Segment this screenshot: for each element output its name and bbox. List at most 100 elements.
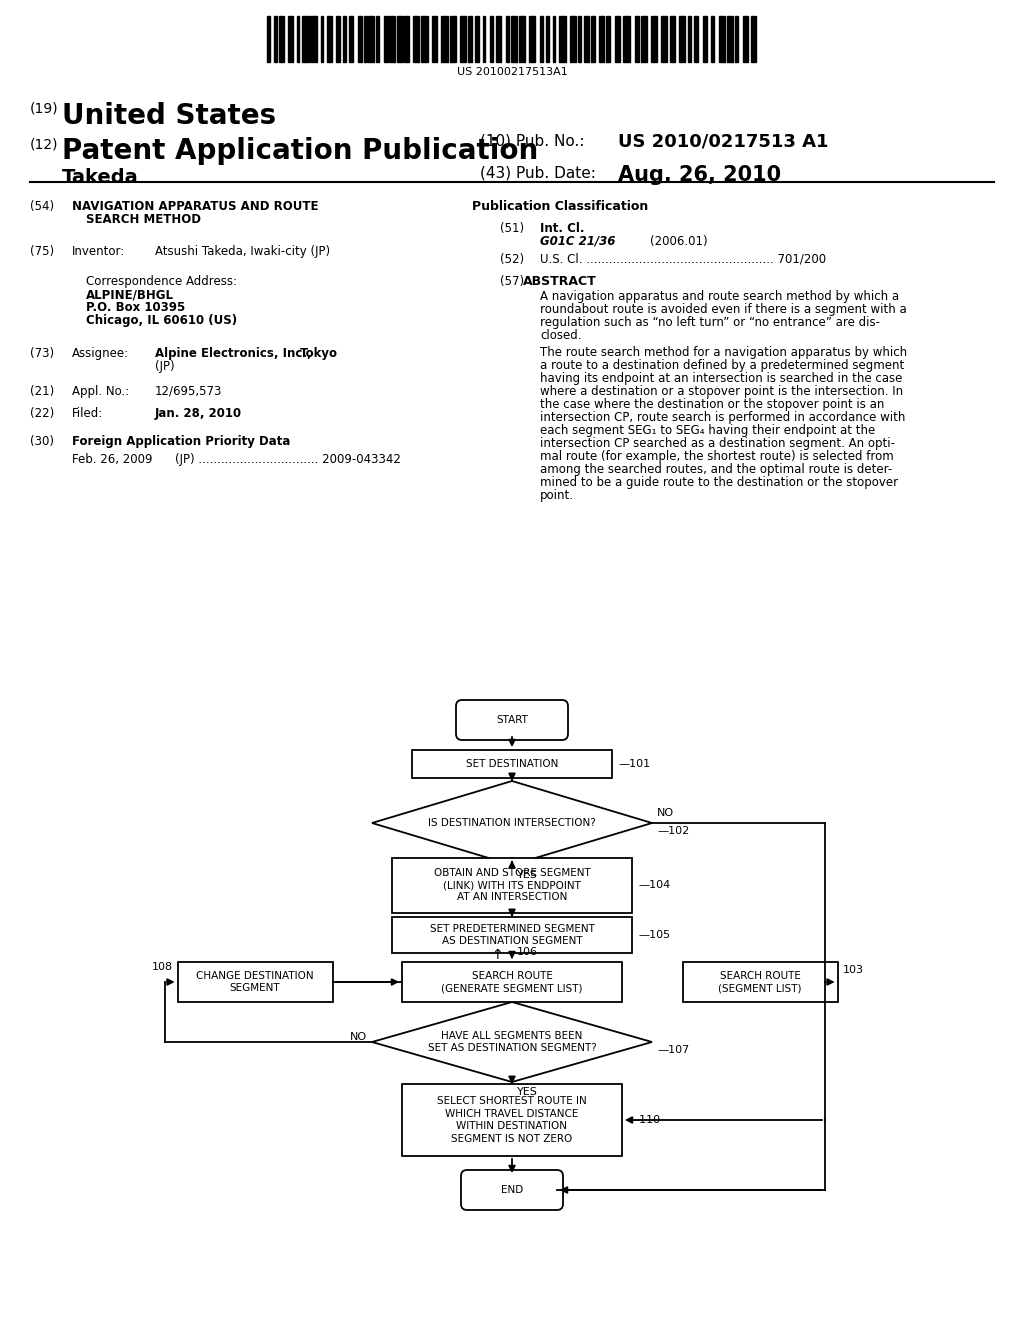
Bar: [651, 16, 657, 62]
Text: United States: United States: [62, 102, 276, 129]
Bar: [310, 16, 316, 62]
Bar: [688, 16, 690, 62]
Text: SET DESTINATION: SET DESTINATION: [466, 759, 558, 770]
Text: (73): (73): [30, 347, 54, 360]
Text: (10) Pub. No.:: (10) Pub. No.:: [480, 133, 585, 148]
Bar: [336, 16, 340, 62]
Bar: [289, 16, 294, 62]
Text: CHANGE DESTINATION
SEGMENT: CHANGE DESTINATION SEGMENT: [197, 970, 313, 993]
Bar: [364, 16, 367, 62]
Bar: [670, 16, 675, 62]
Text: Filed:: Filed:: [72, 407, 103, 420]
Bar: [377, 16, 379, 62]
Bar: [553, 16, 555, 62]
Text: Feb. 26, 2009: Feb. 26, 2009: [72, 453, 153, 466]
Text: (JP) ................................ 2009-043342: (JP) ................................ 20…: [175, 453, 400, 466]
FancyBboxPatch shape: [683, 962, 838, 1002]
Text: YES: YES: [517, 870, 538, 880]
Text: (19): (19): [30, 102, 58, 116]
Text: having its endpoint at an intersection is searched in the case: having its endpoint at an intersection i…: [540, 372, 902, 385]
Text: (75): (75): [30, 246, 54, 257]
Bar: [540, 16, 543, 62]
Text: intersection CP, route search is performed in accordance with: intersection CP, route search is perform…: [540, 411, 905, 424]
Text: (57): (57): [500, 275, 524, 288]
Bar: [694, 16, 698, 62]
Text: 106: 106: [517, 946, 538, 957]
Bar: [496, 16, 501, 62]
Bar: [328, 16, 332, 62]
Bar: [719, 16, 725, 62]
Text: OBTAIN AND STORE SEGMENT
(LINK) WITH ITS ENDPOINT
AT AN INTERSECTION: OBTAIN AND STORE SEGMENT (LINK) WITH ITS…: [433, 867, 591, 903]
Text: IS DESTINATION INTERSECTION?: IS DESTINATION INTERSECTION?: [428, 818, 596, 828]
Bar: [511, 16, 517, 62]
Text: SET PREDETERMINED SEGMENT
AS DESTINATION SEGMENT: SET PREDETERMINED SEGMENT AS DESTINATION…: [429, 924, 595, 946]
Text: (12): (12): [30, 137, 58, 150]
FancyBboxPatch shape: [392, 917, 632, 953]
Text: NAVIGATION APPARATUS AND ROUTE: NAVIGATION APPARATUS AND ROUTE: [72, 201, 318, 213]
Bar: [635, 16, 639, 62]
Text: (43) Pub. Date:: (43) Pub. Date:: [480, 165, 596, 180]
Text: Chicago, IL 60610 (US): Chicago, IL 60610 (US): [86, 314, 238, 327]
Text: roundabout route is avoided even if there is a segment with a: roundabout route is avoided even if ther…: [540, 304, 906, 315]
Text: SEARCH METHOD: SEARCH METHOD: [86, 213, 201, 226]
Text: among the searched routes, and the optimal route is deter-: among the searched routes, and the optim…: [540, 463, 892, 477]
Bar: [546, 16, 549, 62]
Bar: [702, 16, 708, 62]
Text: (51): (51): [500, 222, 524, 235]
Text: a route to a destination defined by a predetermined segment: a route to a destination defined by a pr…: [540, 359, 904, 372]
Text: SEARCH ROUTE
(GENERATE SEGMENT LIST): SEARCH ROUTE (GENERATE SEGMENT LIST): [441, 970, 583, 993]
FancyBboxPatch shape: [456, 700, 568, 741]
Bar: [679, 16, 685, 62]
Text: each segment SEG₁ to SEG₄ having their endpoint at the: each segment SEG₁ to SEG₄ having their e…: [540, 424, 876, 437]
Bar: [743, 16, 748, 62]
Bar: [404, 16, 409, 62]
Text: Foreign Application Priority Data: Foreign Application Priority Data: [72, 436, 291, 447]
Bar: [584, 16, 590, 62]
Bar: [322, 16, 324, 62]
Bar: [441, 16, 447, 62]
FancyBboxPatch shape: [402, 962, 622, 1002]
Bar: [267, 16, 270, 62]
Text: The route search method for a navigation apparatus by which: The route search method for a navigation…: [540, 346, 907, 359]
Bar: [432, 16, 437, 62]
Bar: [460, 16, 466, 62]
Bar: [734, 16, 738, 62]
FancyBboxPatch shape: [461, 1170, 563, 1210]
Text: Correspondence Address:: Correspondence Address:: [86, 275, 237, 288]
Text: 108: 108: [152, 962, 172, 972]
Bar: [615, 16, 620, 62]
Bar: [302, 16, 308, 62]
Text: ALPINE/BHGL: ALPINE/BHGL: [86, 288, 174, 301]
Bar: [397, 16, 402, 62]
Text: (30): (30): [30, 436, 54, 447]
Text: US 2010/0217513 A1: US 2010/0217513 A1: [618, 133, 828, 150]
Bar: [599, 16, 604, 62]
Bar: [421, 16, 428, 62]
Bar: [751, 16, 757, 62]
Bar: [390, 16, 395, 62]
Text: Patent Application Publication: Patent Application Publication: [62, 137, 539, 165]
Text: Assignee:: Assignee:: [72, 347, 129, 360]
Text: the case where the destination or the stopover point is an: the case where the destination or the st…: [540, 399, 885, 411]
Bar: [482, 16, 485, 62]
Bar: [559, 16, 565, 62]
Bar: [711, 16, 715, 62]
Text: END: END: [501, 1185, 523, 1195]
Text: Jan. 28, 2010: Jan. 28, 2010: [155, 407, 242, 420]
Text: Inventor:: Inventor:: [72, 246, 125, 257]
Bar: [605, 16, 610, 62]
Bar: [357, 16, 361, 62]
Text: (21): (21): [30, 385, 54, 399]
Bar: [343, 16, 346, 62]
Text: 103: 103: [843, 965, 863, 975]
Text: NO: NO: [657, 808, 674, 818]
Bar: [528, 16, 536, 62]
Text: HAVE ALL SEGMENTS BEEN
SET AS DESTINATION SEGMENT?: HAVE ALL SEGMENTS BEEN SET AS DESTINATIO…: [428, 1031, 596, 1053]
Text: Publication Classification: Publication Classification: [472, 201, 648, 213]
Text: Int. Cl.: Int. Cl.: [540, 222, 585, 235]
Bar: [349, 16, 353, 62]
Text: mined to be a guide route to the destination or the stopover: mined to be a guide route to the destina…: [540, 477, 898, 488]
Text: YES: YES: [517, 1086, 538, 1097]
Bar: [591, 16, 595, 62]
FancyBboxPatch shape: [412, 750, 612, 777]
